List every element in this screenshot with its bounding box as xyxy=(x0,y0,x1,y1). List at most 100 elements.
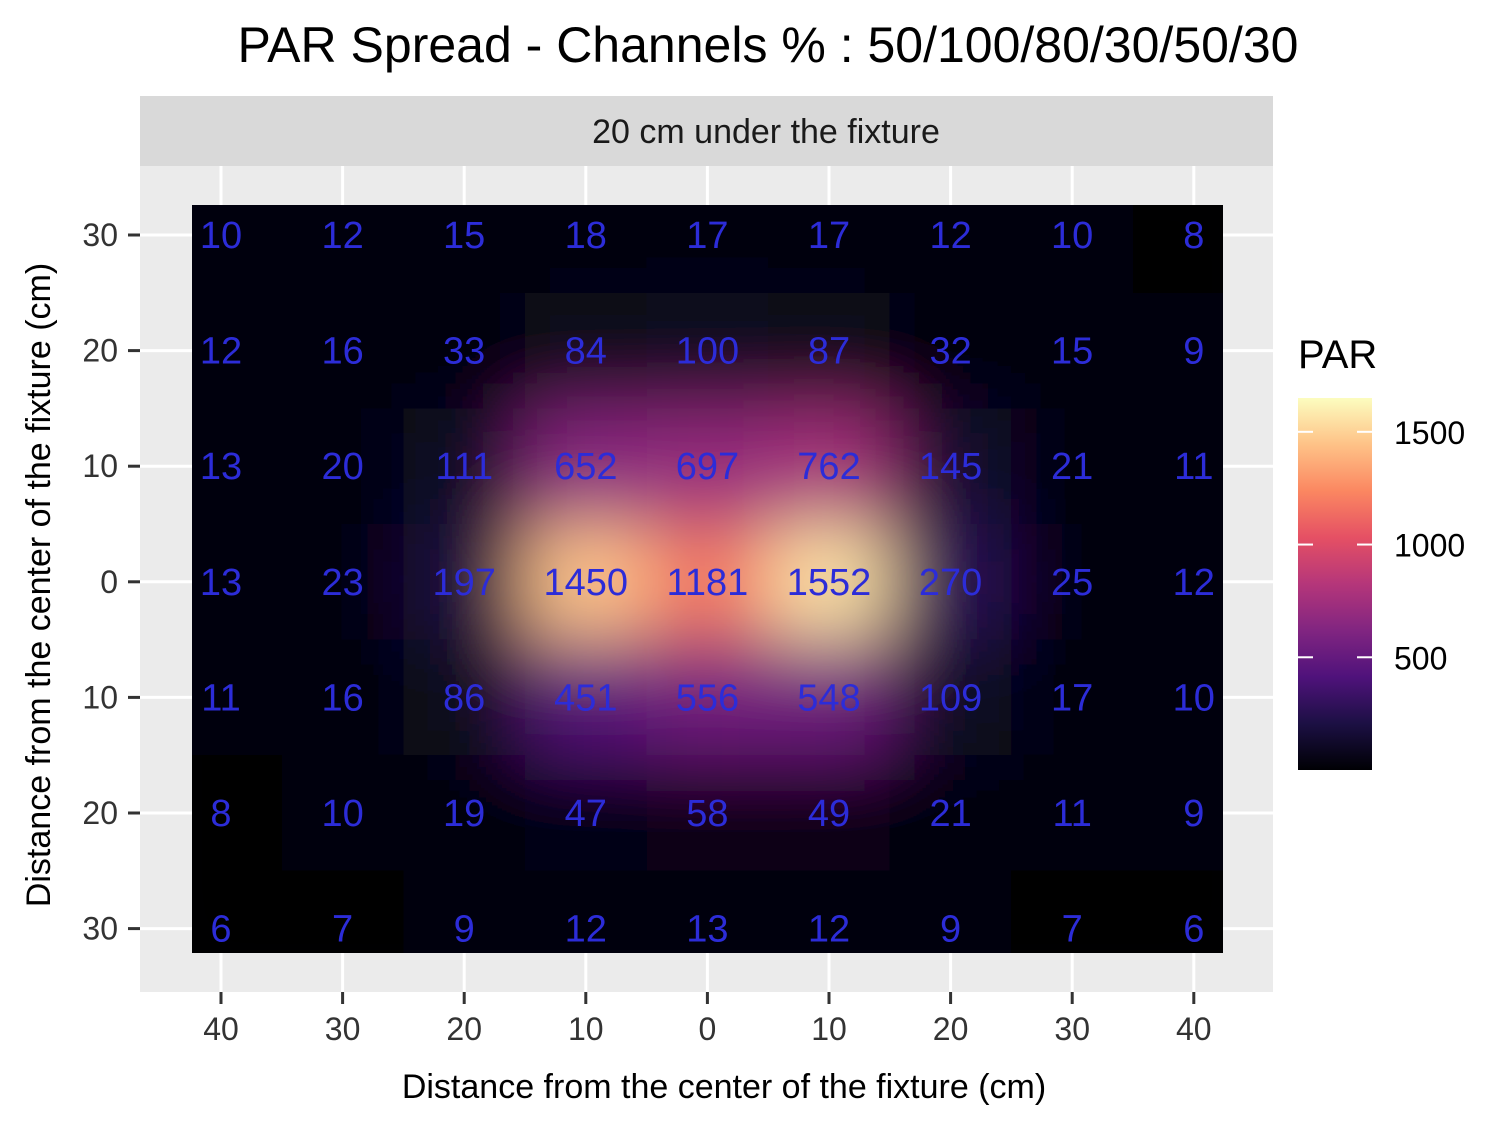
heat-cell xyxy=(889,205,1012,293)
cell-value-label: 11 xyxy=(201,677,240,719)
heat-cell xyxy=(1133,755,1223,871)
cell-value-label: 6 xyxy=(210,909,231,951)
heat-cell xyxy=(646,755,769,871)
cell-value-label: 7 xyxy=(332,909,353,951)
heat-cell xyxy=(525,292,647,409)
cell-value-label: 109 xyxy=(919,677,982,719)
cell-value-label: 8 xyxy=(1183,215,1204,257)
heat-cell xyxy=(525,408,647,524)
heat-cell xyxy=(646,639,769,756)
heat-cell xyxy=(1011,870,1133,953)
cell-value-label: 12 xyxy=(200,331,242,373)
heat-cell xyxy=(281,408,404,524)
heat-cell xyxy=(889,870,1012,953)
cell-value-label: 762 xyxy=(797,446,860,488)
heat-cell xyxy=(1133,870,1223,953)
heat-cell xyxy=(889,524,1012,640)
legend-tick-label: 500 xyxy=(1394,640,1447,676)
x-tick-label: 20 xyxy=(446,1011,482,1047)
y-tick-label: 10 xyxy=(82,448,118,484)
legend-tick-label: 1000 xyxy=(1394,528,1465,564)
cell-value-label: 12 xyxy=(1173,562,1215,604)
cell-value-label: 20 xyxy=(321,446,363,488)
heat-cell xyxy=(646,408,769,524)
cell-value-label: 12 xyxy=(321,215,363,257)
cell-value-label: 9 xyxy=(1183,793,1204,835)
cell-value-label: 12 xyxy=(929,215,971,257)
cell-value-label: 9 xyxy=(940,909,961,951)
y-tick-label: 30 xyxy=(82,911,118,947)
cell-value-label: 49 xyxy=(808,793,850,835)
heat-cell xyxy=(192,408,282,524)
cell-value-label: 17 xyxy=(1051,677,1093,719)
cell-value-label: 47 xyxy=(565,793,607,835)
facet-strip-label: 20 cm under the fixture xyxy=(592,113,940,151)
x-axis: 40 30 20 10 0 10 20 30 40 xyxy=(203,992,1212,1047)
cell-value-label: 17 xyxy=(686,215,728,257)
cell-value-label: 100 xyxy=(676,331,739,373)
x-tick-label: 40 xyxy=(203,1011,239,1047)
heat-cell xyxy=(889,292,1012,409)
heat-cell xyxy=(1133,292,1223,409)
legend-tick-label: 1500 xyxy=(1394,415,1465,451)
cell-value-label: 21 xyxy=(929,793,971,835)
cell-value-label: 12 xyxy=(565,909,607,951)
cell-value-label: 32 xyxy=(929,331,971,373)
heat-cell xyxy=(768,639,890,756)
cell-value-label: 16 xyxy=(321,677,363,719)
heat-cell xyxy=(192,205,282,293)
cell-value-label: 58 xyxy=(686,793,728,835)
x-tick-label: 10 xyxy=(811,1011,847,1047)
heat-cell xyxy=(646,524,769,640)
y-tick-label: 30 xyxy=(82,217,118,253)
heat-raster xyxy=(192,205,1223,953)
cell-value-label: 12 xyxy=(808,909,850,951)
heat-cell xyxy=(403,639,525,756)
chart-title: PAR Spread - Channels % : 50/100/80/30/5… xyxy=(238,17,1299,73)
heat-cell xyxy=(1011,408,1133,524)
y-axis: 30 20 10 0 10 20 30 xyxy=(82,217,140,947)
heat-cell xyxy=(192,755,282,871)
heat-cell xyxy=(281,870,404,953)
heat-cell xyxy=(1011,639,1133,756)
cell-value-label: 13 xyxy=(200,562,242,604)
heat-cell xyxy=(281,755,404,871)
heat-cell xyxy=(281,292,404,409)
x-tick-label: 0 xyxy=(699,1011,717,1047)
cell-value-label: 556 xyxy=(676,677,739,719)
cell-labels: 10 12 15 18 17 17 12 10 812 16 33 84 100 87 32 15 913 20 1… xyxy=(200,215,1215,951)
x-tick-label: 10 xyxy=(568,1011,604,1047)
cell-value-label: 1450 xyxy=(544,562,629,604)
heat-cell xyxy=(768,870,890,953)
legend-ticks: 500 1000 1500 xyxy=(1298,415,1465,676)
cell-value-label: 16 xyxy=(321,331,363,373)
y-tick-label: 20 xyxy=(82,333,118,369)
cell-value-label: 19 xyxy=(443,793,485,835)
x-tick-label: 20 xyxy=(933,1011,969,1047)
heat-cell xyxy=(768,755,890,871)
cell-value-label: 10 xyxy=(321,793,363,835)
x-axis-label: Distance from the center of the fixture … xyxy=(402,1068,1046,1106)
heat-cell xyxy=(768,292,890,409)
cell-value-label: 84 xyxy=(565,331,607,373)
cell-value-label: 10 xyxy=(1051,215,1093,257)
heat-cell xyxy=(403,524,525,640)
legend-colorbar xyxy=(1298,398,1372,770)
heat-cell xyxy=(1133,205,1223,293)
cell-value-label: 15 xyxy=(1051,331,1093,373)
heat-cell xyxy=(403,870,525,953)
heat-cell xyxy=(768,408,890,524)
heat-cell xyxy=(1011,524,1133,640)
heat-cell xyxy=(281,639,404,756)
heat-cell xyxy=(525,639,647,756)
heat-cell xyxy=(525,870,647,953)
heat-cell xyxy=(768,524,890,640)
heat-cell xyxy=(525,205,647,293)
cell-value-label: 145 xyxy=(919,446,982,488)
heat-cell xyxy=(1011,292,1133,409)
heat-cell xyxy=(1133,639,1223,756)
heat-cell xyxy=(403,408,525,524)
cell-value-label: 13 xyxy=(200,446,242,488)
cell-value-label: 13 xyxy=(686,909,728,951)
cell-value-label: 11 xyxy=(1174,446,1213,488)
